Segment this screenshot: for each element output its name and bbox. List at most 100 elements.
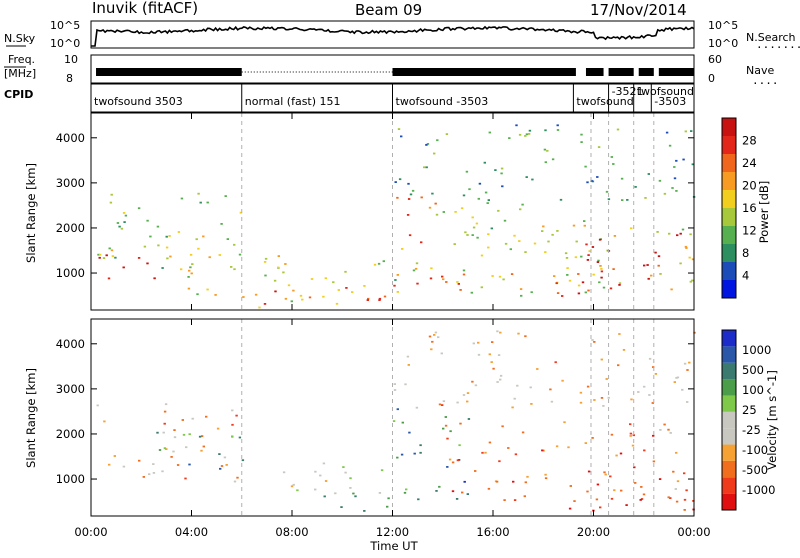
range-cell bbox=[591, 246, 595, 248]
range-cell bbox=[466, 493, 469, 495]
range-cell bbox=[464, 231, 467, 234]
range-cell bbox=[116, 222, 120, 224]
range-cell bbox=[367, 297, 370, 300]
range-cell bbox=[434, 331, 438, 334]
range-cell bbox=[441, 275, 444, 278]
range-cell bbox=[187, 276, 190, 278]
range-cell bbox=[596, 261, 600, 263]
range-cell bbox=[149, 235, 152, 238]
range-cell bbox=[650, 274, 653, 277]
colorbar-swatch bbox=[722, 493, 736, 510]
range-cell bbox=[414, 267, 418, 270]
range-cell bbox=[492, 367, 495, 370]
range-cell bbox=[591, 339, 594, 341]
range-cell bbox=[626, 199, 629, 201]
range-cell bbox=[499, 378, 502, 381]
range-cell bbox=[686, 401, 689, 403]
range-cell bbox=[218, 254, 221, 256]
range-cell bbox=[501, 425, 504, 428]
range-cell bbox=[191, 417, 194, 420]
range-cell bbox=[408, 431, 411, 434]
colorbar-swatch bbox=[722, 395, 736, 412]
nsky-frame bbox=[90, 20, 695, 49]
colorbar-frame bbox=[721, 329, 737, 511]
range-cell bbox=[515, 124, 518, 127]
range-cell bbox=[103, 420, 106, 423]
range-cell bbox=[675, 159, 678, 162]
range-cell bbox=[163, 410, 167, 413]
colorbar-tick-label: 8 bbox=[742, 246, 749, 260]
range-cell bbox=[97, 253, 100, 256]
range-cell bbox=[612, 268, 615, 270]
range-cell bbox=[673, 177, 677, 180]
range-cell bbox=[658, 179, 662, 182]
range-cell bbox=[544, 161, 547, 164]
range-cell bbox=[164, 403, 168, 406]
range-cell bbox=[242, 296, 245, 298]
range-cell bbox=[676, 234, 679, 237]
range-cell bbox=[481, 451, 484, 454]
range-cell bbox=[520, 294, 523, 297]
range-cell bbox=[403, 491, 407, 494]
freq-bars bbox=[96, 68, 694, 76]
range-cell bbox=[292, 483, 295, 486]
cpid-label: CPID bbox=[4, 88, 33, 101]
range-cell bbox=[323, 495, 326, 498]
range-cell bbox=[590, 179, 593, 182]
range-cell bbox=[407, 182, 410, 185]
range-cell bbox=[344, 471, 347, 474]
range-cell bbox=[188, 433, 191, 436]
range-cell bbox=[525, 176, 528, 178]
range-cell bbox=[501, 185, 504, 188]
range-cell bbox=[120, 227, 124, 230]
range-cell bbox=[206, 201, 209, 204]
range-cell bbox=[647, 173, 650, 175]
range-cell bbox=[640, 486, 643, 488]
range-cell bbox=[619, 452, 623, 455]
range-cell bbox=[606, 249, 609, 252]
velocity-cells bbox=[96, 319, 696, 516]
range-cell bbox=[652, 434, 655, 437]
range-cell bbox=[487, 233, 490, 236]
range-cell bbox=[556, 292, 560, 294]
range-cell bbox=[474, 470, 477, 472]
range-cell bbox=[658, 478, 662, 480]
range-cell bbox=[400, 135, 403, 138]
beam-title: Beam 09 bbox=[355, 1, 422, 19]
range-cell bbox=[462, 273, 466, 276]
range-cell bbox=[446, 437, 449, 440]
range-cell bbox=[477, 197, 480, 200]
range-cell bbox=[442, 400, 446, 403]
range-cell bbox=[599, 506, 602, 509]
range-cell bbox=[202, 235, 205, 238]
range-cell bbox=[108, 247, 111, 250]
range-cell bbox=[584, 291, 587, 294]
range-cell bbox=[152, 463, 155, 465]
range-cell bbox=[663, 423, 666, 426]
range-cell bbox=[226, 238, 229, 240]
range-cell bbox=[231, 409, 234, 412]
range-cell bbox=[462, 194, 466, 197]
range-cell bbox=[480, 286, 483, 289]
range-cell bbox=[352, 492, 355, 495]
range-cell bbox=[406, 214, 410, 216]
range-cell bbox=[516, 384, 519, 387]
range-cell bbox=[430, 267, 433, 270]
colorbar-swatch bbox=[722, 379, 736, 396]
range-cell bbox=[675, 500, 679, 503]
range-cell bbox=[553, 275, 556, 277]
range-cell bbox=[444, 424, 448, 427]
range-cell bbox=[512, 480, 515, 483]
range-cell bbox=[496, 330, 499, 333]
range-cell bbox=[503, 499, 506, 501]
range-cell bbox=[604, 473, 607, 476]
range-cell bbox=[556, 129, 560, 131]
range-cell bbox=[524, 135, 527, 137]
range-cell bbox=[189, 266, 192, 269]
range-cell bbox=[314, 488, 317, 491]
range-cell bbox=[600, 358, 603, 361]
range-cell bbox=[199, 201, 202, 204]
range-cell bbox=[550, 400, 554, 403]
range-cell bbox=[517, 332, 520, 335]
range-cell bbox=[463, 480, 466, 483]
